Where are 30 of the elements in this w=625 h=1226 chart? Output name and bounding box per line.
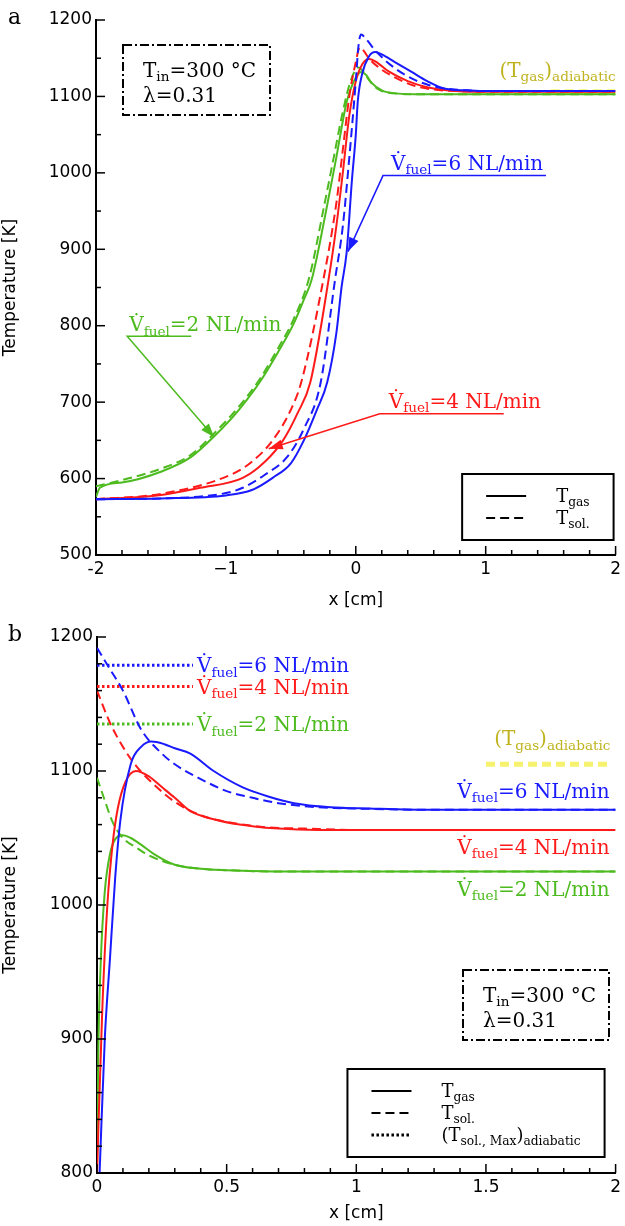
x-tick-label: 1	[480, 557, 492, 578]
y-tick-label: 800	[59, 314, 92, 335]
y-tick-label: 1100	[49, 759, 93, 780]
y-tick-label: 1000	[49, 893, 93, 914]
y-tick-label: 1200	[49, 625, 93, 646]
y-tick-label: 800	[60, 1161, 93, 1182]
y-tick-label: 900	[59, 237, 92, 258]
annotation: λ=0.31	[483, 1008, 557, 1032]
y-tick-label: 1200	[48, 8, 92, 29]
x-tick-label: 0	[91, 1175, 103, 1196]
y-tick-label: 1000	[48, 161, 92, 182]
y-axis-title: Temperature [K]	[0, 218, 19, 358]
y-tick-label: 500	[59, 543, 92, 564]
y-tick-label: 700	[59, 390, 92, 411]
y-axis-title: Temperature [K]	[0, 836, 19, 975]
x-tick-label: 2	[610, 1175, 622, 1196]
x-axis-title: x [cm]	[328, 1202, 384, 1223]
annotation: λ=0.31	[143, 83, 217, 107]
chart-title: b	[8, 620, 23, 646]
y-tick-label: 600	[59, 466, 92, 487]
chart-title: a	[8, 3, 22, 29]
y-tick-label: 900	[60, 1027, 93, 1048]
x-tick-label: 1	[350, 1175, 362, 1196]
x-tick-label: 0.5	[213, 1175, 241, 1196]
x-tick-label: 0	[350, 557, 362, 578]
y-tick-label: 1100	[48, 84, 92, 105]
x-tick-label: 1.5	[472, 1175, 500, 1196]
x-tick-label: 2	[610, 557, 622, 578]
x-tick-label: −1	[213, 557, 239, 578]
x-axis-title: x [cm]	[328, 589, 384, 610]
